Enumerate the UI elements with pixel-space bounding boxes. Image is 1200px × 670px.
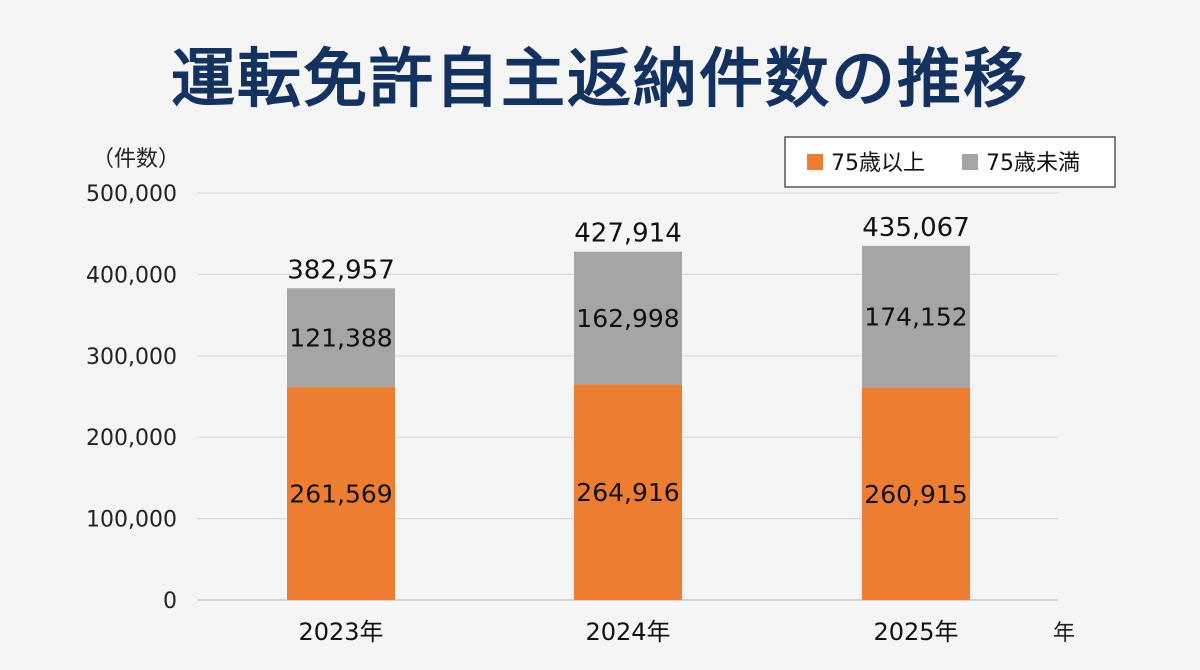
- legend-swatch-75-under: [962, 154, 978, 170]
- x-category-label: 2025年: [873, 618, 958, 646]
- y-tick-label: 100,000: [86, 508, 177, 533]
- bar-total-label: 427,914: [574, 219, 682, 249]
- y-tick-label: 500,000: [86, 182, 177, 207]
- bar-total-label: 435,067: [862, 213, 970, 243]
- x-axis-categories: 2023年 2024年 2025年: [298, 618, 958, 646]
- bar-segment-75-under: [574, 251, 682, 385]
- value-labels: 261,569 121,388 382,957 264,916 162,998 427,9…: [287, 213, 970, 509]
- bar-segment-75-over: [862, 387, 970, 600]
- bar-segment-75-under: [862, 245, 970, 388]
- bar-value-label: 174,152: [864, 303, 967, 332]
- bar-value-label: 261,569: [289, 480, 392, 509]
- bar-value-label: 260,915: [864, 480, 967, 509]
- y-axis-label: （件数）: [92, 147, 180, 172]
- x-category-label: 2023年: [298, 618, 383, 646]
- bar-segment-75-over: [287, 387, 395, 600]
- bar-value-label: 264,916: [576, 478, 679, 507]
- legend-label-75-under: 75歳未満: [986, 151, 1080, 176]
- bar-total-label: 382,957: [287, 255, 395, 285]
- x-axis-label: 年: [1053, 621, 1075, 646]
- x-category-label: 2024年: [585, 618, 670, 646]
- y-tick-label: 0: [163, 589, 177, 614]
- chart-title: 運転免許自主返納件数の推移: [171, 43, 1029, 117]
- legend-box: [784, 136, 1116, 188]
- y-tick-label: 300,000: [86, 345, 177, 370]
- legend-swatch-75-over: [807, 154, 823, 170]
- legend: 75歳以上 75歳未満: [784, 136, 1116, 188]
- bar-value-label: 162,998: [576, 304, 679, 333]
- bars: [287, 245, 970, 600]
- y-tick-label: 200,000: [86, 426, 177, 451]
- y-axis-ticks: 0 100,000 200,000 300,000 400,000 500,000: [86, 182, 177, 614]
- bar-segment-75-over: [574, 384, 682, 600]
- legend-label-75-over: 75歳以上: [831, 151, 925, 176]
- y-tick-label: 400,000: [86, 263, 177, 288]
- bar-segment-75-under: [287, 288, 395, 388]
- bar-value-label: 121,388: [289, 324, 392, 353]
